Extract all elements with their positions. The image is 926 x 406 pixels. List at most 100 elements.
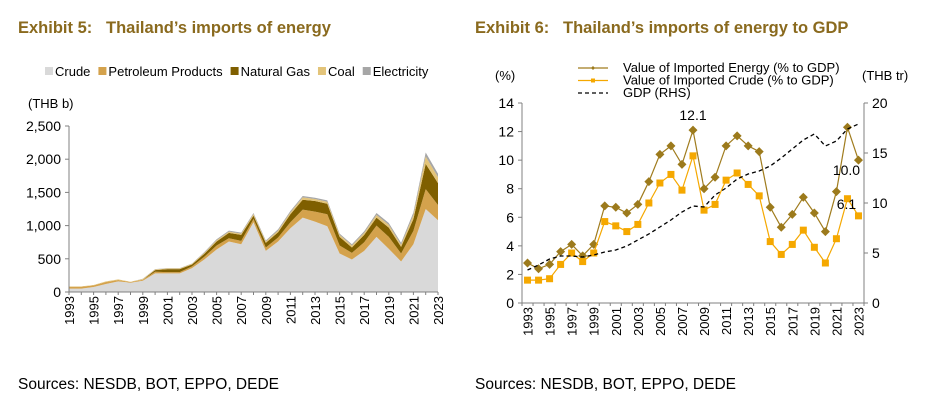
x-tick-label: 2013 xyxy=(741,307,756,336)
line-gdp xyxy=(527,123,859,271)
marker-energy xyxy=(710,172,720,182)
annotation-peak: 12.1 xyxy=(679,107,706,123)
marker-crude xyxy=(623,228,631,236)
legend-swatch xyxy=(230,67,239,75)
marker-crude xyxy=(612,222,620,230)
marker-crude xyxy=(689,152,697,160)
x-tick-label: 2021 xyxy=(829,307,844,336)
marker-crude xyxy=(546,275,554,283)
marker-energy xyxy=(622,208,632,218)
marker-crude xyxy=(535,276,543,284)
x-tick-label: 2003 xyxy=(631,307,646,336)
marker-crude xyxy=(854,212,862,220)
x-tick-label: 1997 xyxy=(565,307,580,336)
marker-energy xyxy=(853,155,863,165)
marker-crude xyxy=(821,259,829,267)
marker-energy xyxy=(699,184,709,194)
marker-energy xyxy=(567,239,577,249)
x-tick-label: 2005 xyxy=(210,296,225,325)
marker-crude xyxy=(667,170,675,178)
x-tick-label: 1995 xyxy=(87,296,102,325)
y-tick-label-right: 5 xyxy=(872,245,880,261)
marker-energy xyxy=(776,222,786,232)
y-axis-label: (THB b) xyxy=(28,96,74,111)
legend-label: Value of Imported Energy (% to GDP) xyxy=(623,60,840,75)
y-tick-label: 0 xyxy=(53,284,61,300)
y-tick-label: 2,000 xyxy=(26,151,61,167)
marker-crude xyxy=(755,192,763,200)
legend-marker xyxy=(591,78,595,83)
x-tick-label: 2015 xyxy=(333,296,348,325)
legend-swatch xyxy=(45,67,53,75)
y-tick-label: 6 xyxy=(506,209,514,225)
x-tick-label: 1997 xyxy=(111,296,126,325)
x-tick-label: 2019 xyxy=(382,296,397,325)
y-tick-label: 8 xyxy=(506,181,514,197)
x-tick-label: 2001 xyxy=(609,307,624,336)
marker-energy xyxy=(545,259,555,269)
marker-energy xyxy=(743,141,753,151)
legend-label: Natural Gas xyxy=(241,64,311,79)
marker-crude xyxy=(634,220,642,228)
marker-energy xyxy=(677,159,687,169)
marker-energy xyxy=(611,202,621,212)
y-tick-label: 1,500 xyxy=(26,184,61,200)
legend-label: GDP (RHS) xyxy=(623,85,691,100)
marker-crude xyxy=(722,176,730,184)
area-crude xyxy=(69,209,438,292)
x-tick-label: 2015 xyxy=(763,307,778,336)
marker-crude xyxy=(678,186,686,194)
legend-swatch xyxy=(317,67,326,75)
x-tick-label: 1993 xyxy=(521,307,536,336)
marker-crude xyxy=(645,199,653,207)
marker-crude xyxy=(524,276,532,284)
marker-crude xyxy=(711,200,719,208)
chart-title-exhibit-5: Exhibit 5: Thailand’s imports of energy xyxy=(18,19,331,37)
marker-energy xyxy=(655,149,665,159)
marker-crude xyxy=(843,195,851,203)
marker-energy xyxy=(732,131,742,141)
x-tick-label: 2005 xyxy=(653,307,668,336)
y-axis-label-right: (THB tr) xyxy=(862,68,908,83)
marker-energy xyxy=(600,201,610,211)
x-tick-label: 2021 xyxy=(406,296,421,325)
marker-energy xyxy=(798,192,808,202)
y-tick-label: 12 xyxy=(498,124,514,140)
marker-crude xyxy=(733,169,741,177)
marker-energy xyxy=(820,227,830,237)
x-tick-label: 1995 xyxy=(543,307,558,336)
marker-crude xyxy=(777,250,785,258)
marker-energy xyxy=(534,264,544,274)
marker-crude xyxy=(788,240,796,248)
y-tick-label: 1,000 xyxy=(26,218,61,234)
x-tick-label: 2023 xyxy=(431,296,446,325)
chart-title-exhibit-6: Exhibit 6: Thailand’s imports of energy … xyxy=(475,19,849,37)
marker-crude xyxy=(799,226,807,234)
marker-crude xyxy=(601,218,609,226)
legend-label: Value of Imported Crude (% to GDP) xyxy=(623,73,834,88)
marker-crude xyxy=(590,249,598,257)
sources-left: Sources: NESDB, BOT, EPPO, DEDE xyxy=(18,376,279,393)
y-tick-label: 0 xyxy=(506,295,514,311)
marker-crude xyxy=(568,249,576,257)
marker-energy xyxy=(842,122,852,132)
x-tick-label: 2001 xyxy=(160,296,175,325)
sources-right: Sources: NESDB, BOT, EPPO, DEDE xyxy=(475,376,736,393)
marker-energy xyxy=(666,141,676,151)
marker-energy xyxy=(688,125,698,135)
y-tick-label: 10 xyxy=(498,152,514,168)
marker-crude xyxy=(656,179,664,187)
line-energy xyxy=(527,127,860,270)
y-tick-label-right: 10 xyxy=(872,195,888,211)
marker-crude xyxy=(700,206,708,214)
marker-crude xyxy=(579,258,587,266)
marker-energy xyxy=(809,208,819,218)
marker-energy xyxy=(831,187,841,197)
legend-swatch xyxy=(98,67,107,75)
x-tick-label: 1999 xyxy=(587,307,602,336)
marker-energy xyxy=(787,209,797,219)
x-tick-label: 2017 xyxy=(357,296,372,325)
y-axis-label-left: (%) xyxy=(495,68,515,83)
y-tick-label: 500 xyxy=(38,251,62,267)
